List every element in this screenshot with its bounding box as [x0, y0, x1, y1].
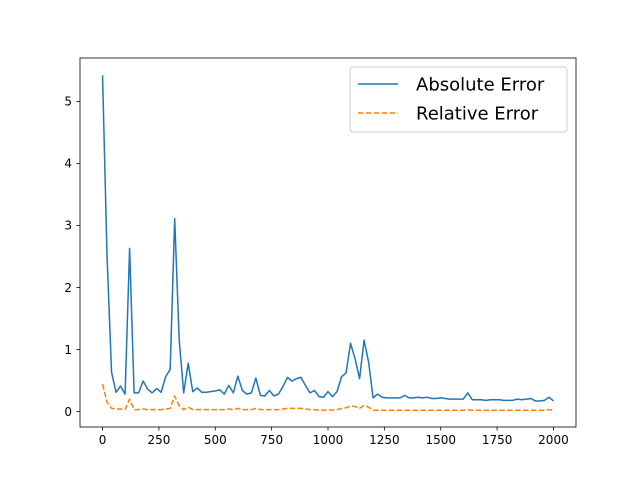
- y-tick-label: 3: [64, 219, 72, 233]
- series-line-1: [101, 75, 554, 402]
- x-tick-label: 0: [99, 433, 107, 447]
- plot-frame: [79, 57, 577, 428]
- legend-label-1: Absolute Error: [416, 75, 545, 96]
- y-tick-label: 5: [64, 95, 72, 109]
- x-tick-label: 500: [204, 433, 227, 447]
- y-tick-label: 2: [64, 281, 72, 295]
- x-tick-label: 1000: [313, 433, 344, 447]
- y-tick-label: 1: [64, 343, 72, 357]
- x-tick-label: 2000: [538, 433, 569, 447]
- x-tick-label: 1500: [425, 433, 456, 447]
- x-tick-label: 250: [147, 433, 170, 447]
- x-tick-label: 1250: [369, 433, 400, 447]
- series-layer: [101, 75, 554, 412]
- x-tick-label: 1750: [482, 433, 513, 447]
- legend-label-2: Relative Error: [416, 104, 539, 125]
- series-line-2: [101, 384, 554, 412]
- y-tick-label: 4: [64, 157, 72, 171]
- legend-box: [349, 66, 568, 133]
- y-tick-label: 0: [64, 405, 72, 419]
- legend: Absolute Error Relative Error: [349, 66, 568, 133]
- ticks-layer: 0 250 500 750 1000 1250 1500 1750 2000 0 1 2 3 4 5: [64, 95, 568, 447]
- x-tick-label: 750: [260, 433, 283, 447]
